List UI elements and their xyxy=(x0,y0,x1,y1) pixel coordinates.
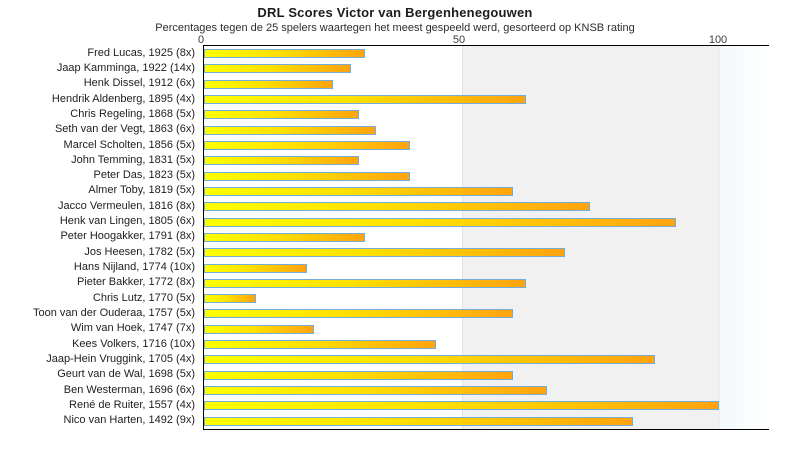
bar xyxy=(204,125,376,135)
bar xyxy=(204,294,256,304)
bar xyxy=(204,49,365,59)
bar xyxy=(204,232,365,242)
y-axis-label: Jaap-Hein Vruggink, 1705 (4x) xyxy=(46,352,195,365)
bar-row xyxy=(204,199,768,214)
y-axis-label: Henk van Lingen, 1805 (6x) xyxy=(59,215,195,228)
bar xyxy=(204,309,513,319)
plot-area xyxy=(203,45,769,430)
y-axis-label: Hans Nijland, 1774 (10x) xyxy=(73,261,195,274)
bar-row xyxy=(204,414,768,429)
y-axis-label: Geurt van de Wal, 1698 (5x) xyxy=(57,368,195,381)
bar xyxy=(204,64,352,74)
y-axis-label: Jos Heesen, 1782 (5x) xyxy=(84,245,195,258)
bar xyxy=(204,401,719,411)
y-axis-label: John Temming, 1831 (5x) xyxy=(71,153,195,166)
y-axis-label: Marcel Scholten, 1856 (5x) xyxy=(63,138,195,151)
x-tick-label-100: 100 xyxy=(708,34,728,46)
bar xyxy=(204,79,333,89)
bar xyxy=(204,263,307,273)
bar xyxy=(204,202,591,212)
bar-row xyxy=(204,306,768,321)
y-axis-label: René de Ruiter, 1557 (4x) xyxy=(69,398,195,411)
bar-row xyxy=(204,383,768,398)
y-axis-label: Peter Hoogakker, 1791 (8x) xyxy=(60,230,195,243)
bar-row xyxy=(204,138,768,153)
bar-row xyxy=(204,153,768,168)
bar xyxy=(204,416,634,426)
y-axis-label: Henk Dissel, 1912 (6x) xyxy=(83,77,195,90)
y-axis-label: Chris Lutz, 1770 (5x) xyxy=(92,291,195,304)
bar xyxy=(204,355,655,365)
bar-row xyxy=(204,260,768,275)
bar xyxy=(204,278,526,288)
bar xyxy=(204,386,548,396)
y-axis-label: Chris Regeling, 1868 (5x) xyxy=(70,107,195,120)
bar xyxy=(204,186,513,196)
grid-band-over-100 xyxy=(719,46,769,429)
y-axis-label: Almer Toby, 1819 (5x) xyxy=(88,184,195,197)
y-axis-label: Toon van der Ouderaa, 1757 (5x) xyxy=(32,306,195,319)
grid-band-50-100 xyxy=(462,46,720,429)
bar-row xyxy=(204,214,768,229)
bar-row xyxy=(204,322,768,337)
bar xyxy=(204,248,565,258)
y-axis-label: Kees Volkers, 1716 (10x) xyxy=(72,337,195,350)
bar-row xyxy=(204,245,768,260)
bars-layer xyxy=(204,46,768,429)
x-tick-label-50: 50 xyxy=(452,34,466,46)
bar xyxy=(204,340,436,350)
bar-row xyxy=(204,92,768,107)
bar xyxy=(204,95,526,105)
y-axis-label: Seth van der Vegt, 1863 (6x) xyxy=(54,123,195,136)
bar-row xyxy=(204,352,768,367)
y-axis-label: Jacco Vermeulen, 1816 (8x) xyxy=(58,199,195,212)
bar-row xyxy=(204,169,768,184)
y-axis-label: Jaap Kamminga, 1922 (14x) xyxy=(56,61,195,74)
chart-subtitle: Percentages tegen de 25 spelers waartege… xyxy=(155,22,635,34)
bar-row xyxy=(204,123,768,138)
bar xyxy=(204,110,359,120)
bar-row xyxy=(204,368,768,383)
bar xyxy=(204,217,677,227)
bar-row xyxy=(204,184,768,199)
bar-row xyxy=(204,337,768,352)
bar-row xyxy=(204,291,768,306)
bar-row xyxy=(204,61,768,76)
bar xyxy=(204,141,410,151)
y-axis-label: Nico van Harten, 1492 (9x) xyxy=(63,414,195,427)
y-axis-label: Fred Lucas, 1925 (8x) xyxy=(87,46,195,59)
bar-row xyxy=(204,46,768,61)
x-tick-label-0: 0 xyxy=(197,34,205,46)
bar xyxy=(204,370,513,380)
bar xyxy=(204,156,359,166)
y-axis-label: Ben Westerman, 1696 (6x) xyxy=(63,383,195,396)
bar-row xyxy=(204,107,768,122)
chart-title: DRL Scores Victor van Bergenhenegouwen xyxy=(257,5,533,20)
y-axis-label: Wim van Hoek, 1747 (7x) xyxy=(70,322,195,335)
y-axis-label: Hendrik Aldenberg, 1895 (4x) xyxy=(51,92,195,105)
y-axis-label: Peter Das, 1823 (5x) xyxy=(93,169,196,182)
y-axis-labels: Fred Lucas, 1925 (8x) Jaap Kamminga, 1922… xyxy=(0,45,197,428)
bar-row xyxy=(204,398,768,413)
bar-row xyxy=(204,77,768,92)
bar xyxy=(204,324,315,334)
bar-row xyxy=(204,276,768,291)
bar xyxy=(204,171,410,181)
bar-row xyxy=(204,230,768,245)
y-axis-label: Pieter Bakker, 1772 (8x) xyxy=(76,276,195,289)
